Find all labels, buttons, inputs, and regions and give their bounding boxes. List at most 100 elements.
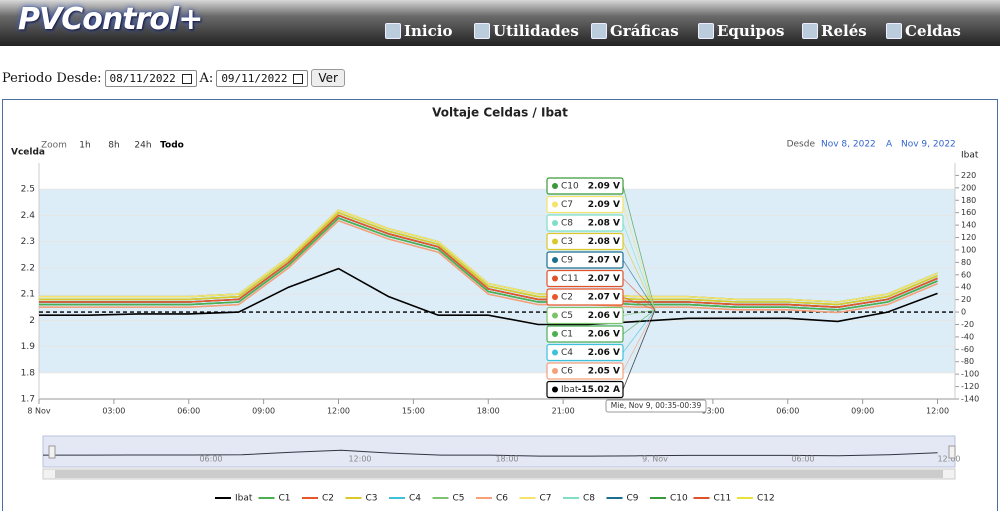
nav-item[interactable]: Inicio [385,22,452,40]
series-line [39,214,938,309]
tooltip-value: 2.06 V [588,311,620,321]
x-tick-label: 06:00 [776,407,799,416]
x-tick-label: 03:00 [102,407,125,416]
y2-tick-label: 160 [961,208,976,217]
y2-tick-label: 180 [961,196,976,205]
range-from[interactable]: Nov 8, 2022 [821,140,876,150]
nav-item[interactable]: Utilidades [474,22,579,40]
y-tick-label: 2.5 [21,185,35,195]
submit-button[interactable]: Ver [311,69,345,87]
nav-label[interactable]: Utilidades [493,22,579,40]
zoom-label: Zoom [41,141,67,151]
nav-item[interactable]: Gráficas [591,22,679,40]
tooltip-value: 2.09 V [588,182,620,192]
y2-tick-label: -20 [961,320,974,329]
nav-label[interactable]: Celdas [905,22,961,40]
tooltip-marker [552,275,558,282]
tooltip-value: 2.08 V [588,237,620,247]
tooltip-name: C8 [561,219,573,229]
y2-tick-label: -100 [961,370,979,379]
nav-label[interactable]: Equipos [717,22,785,40]
legend-label[interactable]: C4 [409,494,421,504]
nav-label[interactable]: Inicio [404,22,453,40]
legend-label[interactable]: C6 [496,494,508,504]
x-tick-label: 09:00 [252,407,275,416]
tooltip-connector [622,278,656,311]
legend-label[interactable]: C8 [583,494,595,504]
zoom-button[interactable]: 24h [134,141,151,151]
legend-label[interactable]: C1 [279,494,291,504]
y-tick-label: 2.3 [21,237,35,247]
zoom-button[interactable]: Todo [160,141,184,151]
nav-label[interactable]: Relés [821,22,867,40]
legend-label[interactable]: C3 [366,494,378,504]
y2-tick-label: 220 [961,171,976,180]
tooltip-name: Ibat [561,385,579,395]
tooltip-connector [622,241,656,311]
tooltip-value: 2.06 V [588,330,620,340]
y-tick-label: 2 [29,316,35,326]
chart-title: Voltaje Celdas / Ibat [432,106,568,120]
tooltip-marker [552,312,558,319]
y2-tick-label: -120 [961,382,979,391]
series-line [39,217,938,311]
scrollbar-thumb[interactable] [55,470,943,478]
tooltip-marker [552,220,558,226]
y2-tick-label: 0 [961,308,966,317]
y-axis-title: Vcelda [11,148,45,158]
zoom-button[interactable]: 1h [79,141,90,151]
tooltip-marker [552,331,558,337]
tooltip-connector [622,222,656,311]
navigator-label: 06:00 [199,455,222,464]
tooltip-connector [622,309,656,353]
tooltip-marker [552,349,558,356]
chart: Voltaje Celdas / Ibat Zoom 1h 8h 24h Todo Desd… [11,106,979,504]
legend-label[interactable]: Ibat [235,494,253,504]
nav-item[interactable]: Equipos [698,22,784,40]
nav-label[interactable]: Gráficas [610,22,679,40]
tooltip-header-box [605,399,707,413]
legend-label[interactable]: C2 [322,494,334,504]
legend-label[interactable]: C9 [627,494,639,504]
tooltip-connector [622,309,656,316]
tooltip-marker [552,183,558,189]
series-line [39,267,938,326]
navigator-label: 18:00 [495,455,518,464]
legend-label[interactable]: C10 [670,494,688,504]
date-input[interactable]: 09/11/2022 [216,69,309,87]
y2-tick-label: 20 [961,295,971,304]
date-input[interactable]: 08/11/2022 [104,69,197,87]
zoom-button[interactable]: 8h [108,141,119,151]
tooltip-header: Mie, Nov 9, 00:35-00:39 [611,401,702,410]
legend-label[interactable]: C12 [757,494,775,504]
y2-tick-label: 100 [961,245,976,254]
tooltip-connector [622,309,656,390]
y-tick-label: 1.8 [21,368,36,378]
period-form: Periodo Desde: 08/11/2022 A: 09/11/2022 … [2,69,345,87]
navigator-label: 9. Nov [642,455,668,464]
legend-label[interactable]: C5 [453,494,465,504]
plot-band [39,189,955,373]
navigator-handle[interactable] [948,445,956,459]
y-tick-label: 1.9 [21,342,36,352]
series-line [39,211,938,306]
y2-tick-label: 140 [961,221,976,230]
x-tick-label: 15:00 [402,407,425,416]
tooltip-name: C1 [561,330,573,340]
chart-container: Voltaje Celdas / Ibat Zoom 1h 8h 24h Todo Desd… [2,99,998,511]
tooltip-value: 2.05 V [588,367,620,377]
y2-tick-label: 40 [961,283,971,292]
x-tick-label: 09:00 [851,407,874,416]
nav-item[interactable]: Celdas [886,22,961,40]
tooltip-value: 2.07 V [588,256,620,266]
navigator-handle[interactable] [48,445,56,459]
range-to[interactable]: Nov 9, 2022 [901,140,956,150]
navigator-label: 12:00 [348,455,371,464]
tooltip-connector [622,296,656,311]
tooltip-marker [552,386,558,393]
legend-label[interactable]: C11 [714,494,732,504]
nav-item[interactable]: Relés [802,22,867,40]
legend-label[interactable]: C7 [540,494,552,504]
label: Periodo Desde: [2,70,102,86]
